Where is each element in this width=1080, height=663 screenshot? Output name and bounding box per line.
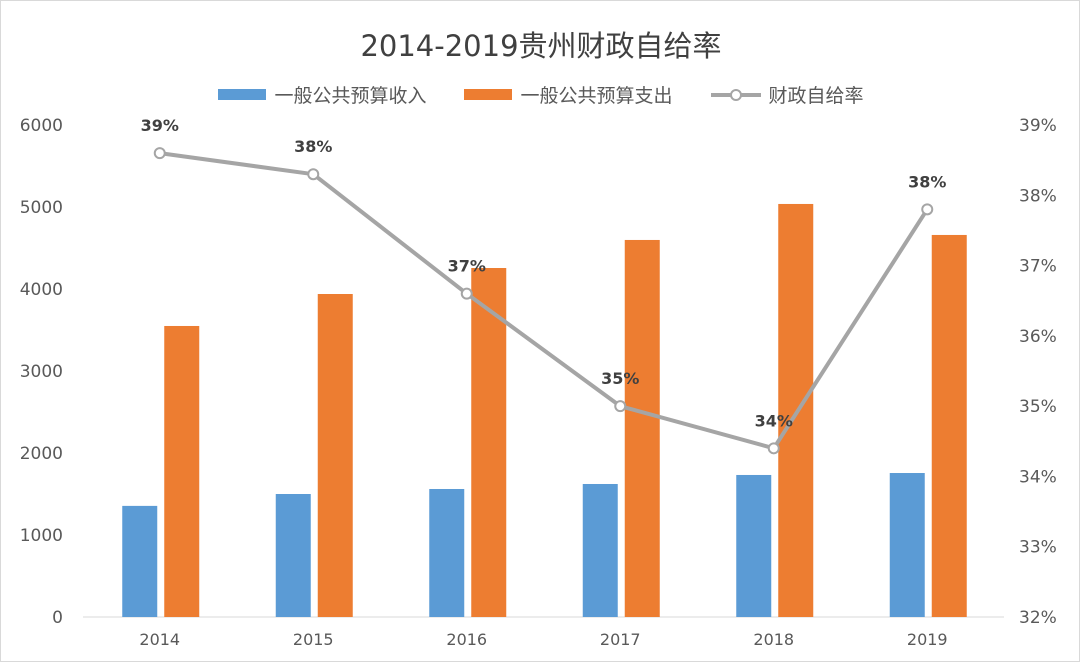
x-tick-label: 2016 <box>446 630 487 649</box>
ratio-point <box>767 442 780 455</box>
ratio-point <box>307 168 320 181</box>
left-tick-label: 2000 <box>20 444 63 464</box>
ratio-data-label: 34% <box>755 411 793 430</box>
ratio-data-label: 39% <box>141 116 179 135</box>
left-tick-label: 6000 <box>20 116 63 136</box>
x-tick-label: 2017 <box>600 630 641 649</box>
bar-expenditure <box>624 239 660 618</box>
bar-revenue <box>889 473 925 617</box>
legend-item-expenditure: 一般公共预算支出 <box>464 81 673 108</box>
legend-label: 一般公共预算收入 <box>274 85 427 107</box>
bar-revenue <box>275 494 311 617</box>
bar-expenditure <box>164 325 200 617</box>
left-tick-label: 1000 <box>20 526 63 546</box>
ratio-data-label: 38% <box>294 137 332 156</box>
legend-label: 一般公共预算支出 <box>520 85 673 107</box>
ratio-line <box>159 151 929 451</box>
right-tick-label: 32% <box>1019 608 1057 628</box>
x-tick-label: 2015 <box>293 630 334 649</box>
bar-expenditure <box>471 268 507 617</box>
right-tick-label: 34% <box>1019 467 1057 487</box>
ratio-data-label: 38% <box>908 172 946 191</box>
legend-label: 财政自给率 <box>768 85 864 107</box>
ratio-point <box>460 287 473 300</box>
right-tick-label: 33% <box>1019 538 1057 558</box>
legend-swatch <box>218 89 267 100</box>
right-tick-label: 38% <box>1019 186 1057 206</box>
chart-title: 2014-2019贵州财政自给率 <box>360 29 722 63</box>
x-tick-label: 2018 <box>753 630 794 649</box>
right-tick-label: 35% <box>1019 397 1057 417</box>
legend-item-revenue: 一般公共预算收入 <box>218 81 426 108</box>
ratio-data-label: 35% <box>601 369 639 388</box>
ratio-data-label: 37% <box>448 257 486 276</box>
bar-revenue <box>429 488 465 617</box>
ratio-point <box>614 400 627 413</box>
bar-revenue <box>582 483 618 617</box>
legend: 一般公共预算收入 一般公共预算支出 财政自给率 <box>1 81 1080 108</box>
ratio-point <box>921 203 934 216</box>
legend-line-marker <box>710 88 761 101</box>
x-tick-label: 2014 <box>139 630 180 649</box>
legend-swatch <box>464 89 513 100</box>
legend-item-ratio: 财政自给率 <box>710 81 864 108</box>
bar-revenue <box>122 505 158 617</box>
bar-expenditure <box>317 294 353 617</box>
left-tick-label: 5000 <box>20 198 63 218</box>
right-tick-label: 37% <box>1019 257 1057 277</box>
left-tick-label: 0 <box>52 608 63 628</box>
right-tick-label: 36% <box>1019 327 1057 347</box>
right-tick-label: 39% <box>1019 116 1057 136</box>
left-tick-label: 3000 <box>20 362 63 382</box>
bar-revenue <box>736 474 772 617</box>
ratio-point <box>153 147 166 160</box>
bar-expenditure <box>931 234 967 617</box>
x-tick-label: 2019 <box>907 630 948 649</box>
left-tick-label: 4000 <box>20 280 63 300</box>
